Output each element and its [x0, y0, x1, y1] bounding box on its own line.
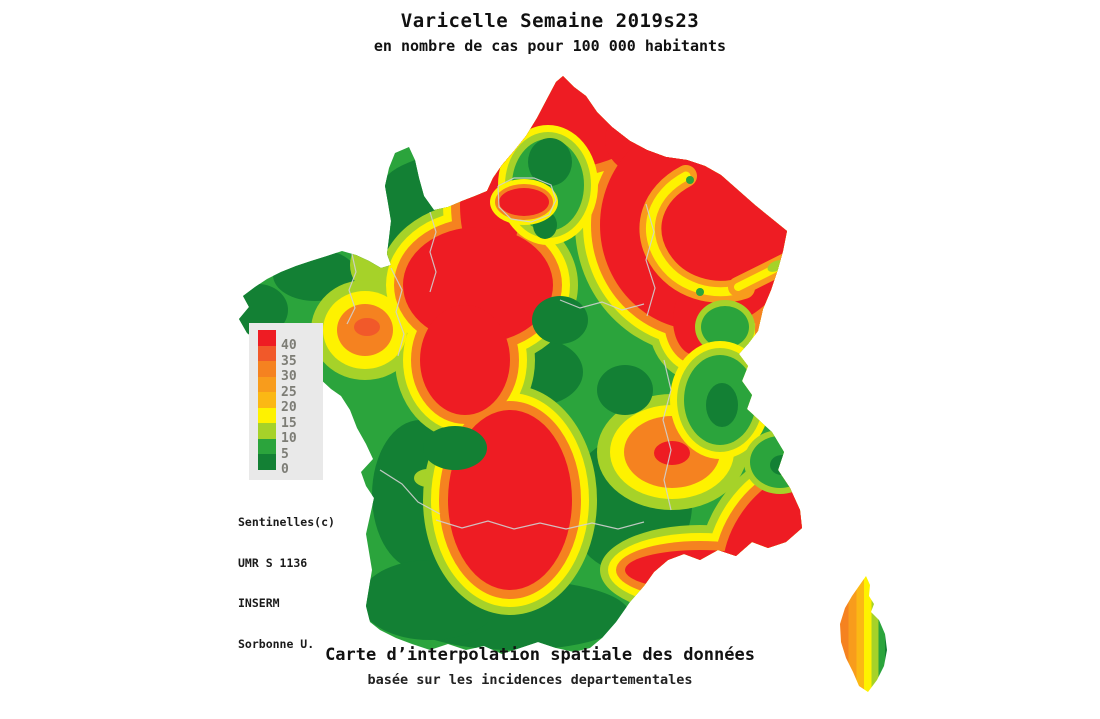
legend-segment: [258, 423, 276, 439]
burgundy-green-patches: [532, 296, 653, 415]
legend-tick-label: 25: [281, 384, 297, 400]
department-borders: [346, 177, 672, 530]
legend-tick-label: 40: [281, 338, 297, 353]
legend-colorbar: [258, 330, 276, 470]
map-caption: Carte d’interpolation spatiale des donné…: [325, 645, 755, 665]
map-caption-sub: basée sur les incidences departementales: [367, 672, 693, 688]
arc-green-dot: [686, 176, 694, 184]
legend-tick-label: 10: [281, 431, 297, 446]
legend-tick-label: 0: [281, 462, 289, 477]
legend-tick-label: 35: [281, 353, 297, 369]
legend-segment: [258, 345, 276, 361]
legend-labels: 40 35 30 25 20 15 10 5 0: [281, 338, 319, 478]
attribution-line: Sorbonne U.: [238, 636, 315, 651]
legend-segment: [258, 438, 276, 454]
attribution-line: UMR S 1136: [238, 555, 308, 570]
nantes-hotspot-core: [354, 318, 380, 336]
attribution-block: Sentinelles(c) UMR S 1136 INSERM Sorbonn…: [238, 489, 335, 678]
legend-segment: [258, 376, 276, 392]
legend-tick-label: 30: [281, 369, 297, 384]
corsica-island: [840, 576, 887, 692]
page-subtitle: en nombre de cas pour 100 000 habitants: [373, 37, 727, 55]
bordeaux-dark-patch: [423, 426, 487, 470]
legend-segment: [258, 454, 276, 470]
legend-segment: [258, 392, 276, 408]
legend-tick-label: 20: [281, 400, 297, 415]
legend-segment: [258, 407, 276, 423]
legend-tick-label: 5: [281, 446, 289, 462]
legend-segment: [258, 361, 276, 377]
legend-tick-label: 15: [281, 415, 297, 431]
attribution-line: INSERM: [238, 596, 280, 610]
legend-segment: [258, 330, 276, 346]
page-title: Varicelle Semaine 2019s23: [400, 10, 700, 32]
legend: 40 35 30 25 20 15 10 5 0: [249, 323, 323, 480]
attribution-line: Sentinelles(c): [238, 515, 335, 529]
picardy-green-pocket: [490, 125, 598, 245]
arc-green-dot: [696, 288, 704, 296]
